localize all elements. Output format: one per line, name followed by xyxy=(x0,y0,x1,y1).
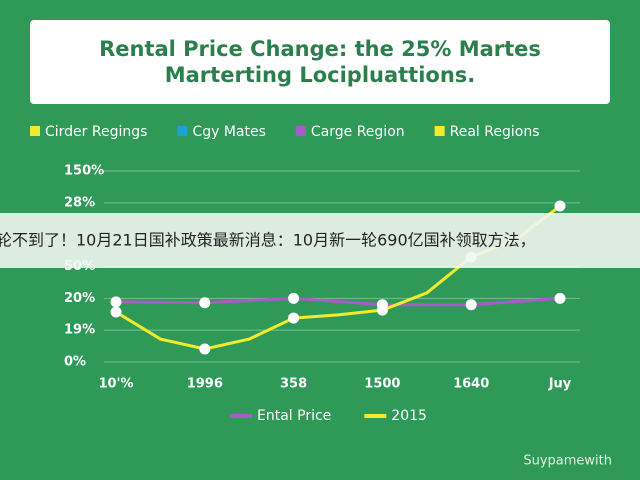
banner xyxy=(0,213,640,268)
x-tick-label: Juy xyxy=(548,377,572,392)
y-tick-label: 0% xyxy=(64,355,86,370)
banner-text: 轮不到了！10月21日国补政策最新消息：10月新一轮690亿国补领取方法， xyxy=(0,231,536,250)
legend-label: Real Regions xyxy=(450,124,540,140)
chart-title: Marterting Locipluattions. xyxy=(165,63,476,87)
point xyxy=(199,343,211,355)
y-tick-label: 19% xyxy=(64,323,95,338)
legend-label: Cirder Regings xyxy=(45,124,147,140)
point xyxy=(465,299,477,311)
legend-label: Ental Price xyxy=(257,408,331,424)
point xyxy=(199,297,211,309)
x-tick-label: 1640 xyxy=(453,377,489,392)
legend-label: Cgy Mates xyxy=(192,124,265,140)
legend-label: 2015 xyxy=(391,408,427,424)
point xyxy=(554,200,566,212)
y-tick-label: 20% xyxy=(64,291,95,306)
chart-title: Rental Price Change: the 25% Martes xyxy=(99,37,541,61)
y-tick-label: 28% xyxy=(64,195,95,210)
y-tick-label: 150% xyxy=(64,164,104,179)
legend-swatch xyxy=(295,126,306,136)
line xyxy=(115,296,561,307)
legend-swatch xyxy=(30,126,40,136)
x-tick-label: 10'% xyxy=(98,377,133,392)
point xyxy=(288,312,300,324)
legend-swatch xyxy=(434,126,445,136)
point xyxy=(554,292,566,304)
title-box xyxy=(30,20,610,104)
watermark: Suypamewith xyxy=(523,454,612,469)
x-tick-label: 1500 xyxy=(364,377,400,392)
point xyxy=(288,292,300,304)
point xyxy=(376,304,388,316)
x-tick-label: 1996 xyxy=(187,377,223,392)
legend-label: Carge Region xyxy=(311,124,405,140)
x-tick-label: 358 xyxy=(280,377,307,392)
legend-swatch xyxy=(177,126,188,136)
point xyxy=(110,306,122,318)
point xyxy=(110,296,122,308)
